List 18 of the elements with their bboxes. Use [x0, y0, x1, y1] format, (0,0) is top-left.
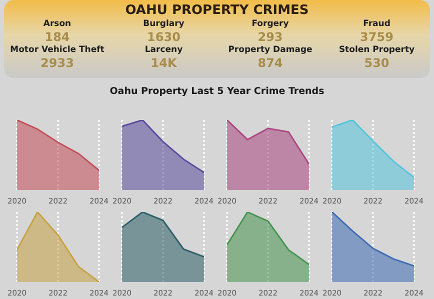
text: 2933	[40, 56, 75, 70]
text: 184	[44, 30, 71, 44]
text: Forgery	[250, 18, 290, 31]
text: 530	[363, 56, 390, 70]
text: 874	[256, 56, 284, 70]
text: Property Damage	[227, 44, 314, 57]
text: Larceny	[144, 44, 184, 57]
text: 3759	[359, 30, 394, 44]
text: Burglary	[142, 18, 186, 31]
text: Fraud	[362, 18, 392, 31]
text: Arson	[42, 18, 72, 31]
text: 14K	[150, 56, 178, 70]
text: 293	[256, 30, 284, 44]
text: Stolen Property	[338, 44, 416, 57]
text: OAHU PROPERTY CRIMES	[124, 3, 310, 18]
text: Oahu Property Last 5 Year Crime Trends	[108, 86, 326, 97]
text: 1630	[146, 30, 182, 44]
text: Motor Vehicle Theft	[9, 44, 106, 57]
